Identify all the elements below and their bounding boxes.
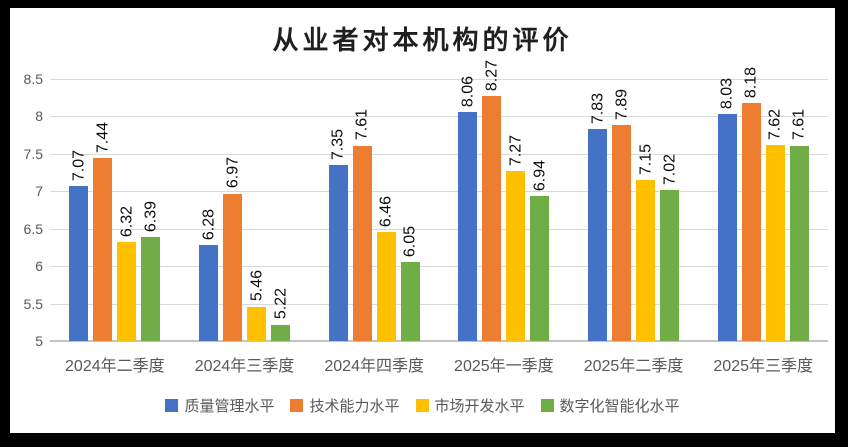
bar-value-label: 5.22 bbox=[272, 288, 289, 320]
grid-line bbox=[50, 116, 828, 118]
legend-item: 市场开发水平 bbox=[415, 395, 525, 416]
bar: 7.61 bbox=[352, 109, 372, 341]
x-axis-labels: 2024年二季度 2024年三季度 2024年四季度 2025年一季度 2025年二季度… bbox=[50, 352, 828, 376]
x-axis-label: 2025年二季度 bbox=[583, 358, 684, 375]
bar-value-label: 6.94 bbox=[531, 159, 549, 191]
bar: 6.05 bbox=[400, 226, 420, 341]
bar: 6.32 bbox=[117, 206, 137, 341]
legend-swatch bbox=[290, 399, 304, 412]
bar: 8.18 bbox=[741, 67, 761, 341]
bar: 6.94 bbox=[530, 160, 550, 341]
bar: 7.44 bbox=[93, 122, 113, 341]
bar-value-label: 7.02 bbox=[661, 153, 679, 185]
grid-line bbox=[50, 191, 828, 193]
x-axis-line bbox=[50, 340, 828, 342]
bar: 6.97 bbox=[223, 157, 242, 341]
bar: 7.83 bbox=[588, 93, 608, 341]
bar: 7.02 bbox=[660, 154, 680, 341]
legend-label: 市场开发水平 bbox=[434, 398, 525, 415]
bar-value-label: 6.97 bbox=[224, 157, 241, 189]
y-tick-label: 7.5 bbox=[23, 145, 43, 162]
legend-label: 质量管理水平 bbox=[184, 398, 275, 415]
bar-value-label: 7.15 bbox=[637, 143, 655, 176]
grid-line bbox=[50, 266, 828, 268]
bar-group: 8.03 8.18 7.62 7.61 bbox=[698, 67, 828, 341]
bar-value-label: 8.06 bbox=[459, 75, 477, 107]
plot-area: 7.07 7.44 6.32 6.39 6.28 6.97 5.46 5.22 7.35 7.61… bbox=[24, 60, 828, 349]
legend-item: 质量管理水平 bbox=[165, 395, 274, 416]
bar-group: 7.07 7.44 6.32 6.39 bbox=[50, 79, 180, 341]
bar-group: 6.28 6.97 5.46 5.22 bbox=[180, 79, 310, 341]
bar: 6.46 bbox=[376, 196, 396, 341]
y-tick-label: 8.5 bbox=[23, 71, 43, 87]
y-tick-label: 6.5 bbox=[23, 220, 43, 237]
bar-group: 8.06 8.27 7.27 6.94 bbox=[439, 60, 569, 341]
bar: 5.46 bbox=[247, 270, 266, 341]
bar-value-label: 8.27 bbox=[483, 60, 501, 92]
bar: 7.62 bbox=[765, 109, 785, 341]
bar: 5.22 bbox=[271, 288, 290, 341]
bar-value-label: 7.61 bbox=[353, 109, 371, 141]
x-axis-label: 2024年三季度 bbox=[194, 358, 295, 375]
x-axis-label: 2024年二季度 bbox=[65, 358, 165, 375]
bar-chart: 从业者对本机构的评价 7.07 7.44 6.32 6.39 6.28 6.97 5.46 5… bbox=[10, 8, 835, 433]
bar-value-label: 5.46 bbox=[248, 270, 265, 302]
x-axis-label: 2025年三季度 bbox=[713, 358, 813, 375]
bar: 7.89 bbox=[612, 89, 632, 341]
bar: 7.35 bbox=[328, 129, 348, 341]
bar-value-label: 8.03 bbox=[718, 78, 736, 110]
bar-value-label: 8.18 bbox=[742, 66, 760, 98]
bar-value-label: 7.62 bbox=[766, 108, 784, 140]
grid-line bbox=[50, 228, 828, 230]
y-tick-label: 6 bbox=[35, 258, 43, 275]
bar: 7.15 bbox=[636, 144, 656, 341]
bar-value-label: 7.35 bbox=[329, 128, 347, 161]
bar-value-label: 7.27 bbox=[507, 134, 525, 167]
bar: 6.39 bbox=[141, 201, 161, 341]
bar-value-label: 6.05 bbox=[401, 226, 419, 258]
bar-value-label: 6.46 bbox=[377, 195, 395, 227]
legend-swatch bbox=[540, 399, 554, 412]
bar: 8.03 bbox=[717, 78, 737, 341]
chart-title: 从业者对本机构的评价 bbox=[272, 26, 573, 55]
bar-value-label: 6.32 bbox=[118, 206, 136, 238]
bar: 7.61 bbox=[789, 109, 809, 341]
legend-item: 技术能力水平 bbox=[290, 395, 400, 416]
bar-value-label: 6.39 bbox=[142, 200, 160, 232]
bar-value-label: 7.83 bbox=[589, 93, 607, 125]
y-tick-label: 7 bbox=[35, 183, 43, 200]
bar-groups: 7.07 7.44 6.32 6.39 6.28 6.97 5.46 5.22 7.35 7.61… bbox=[50, 60, 828, 341]
bar: 8.06 bbox=[458, 76, 478, 341]
y-tick-label: 5 bbox=[35, 333, 43, 349]
bar-value-label: 7.07 bbox=[70, 149, 88, 182]
bar: 8.27 bbox=[482, 60, 502, 341]
legend-item: 数字化智能化水平 bbox=[540, 395, 680, 416]
legend: 质量管理水平 技术能力水平 市场开发水平 数字化智能化水平 bbox=[10, 395, 835, 416]
legend-label: 技术能力水平 bbox=[309, 398, 400, 415]
bar: 6.28 bbox=[199, 209, 218, 341]
grid-line bbox=[50, 153, 828, 155]
legend-label: 数字化智能化水平 bbox=[559, 398, 680, 415]
bar: 7.27 bbox=[506, 135, 526, 341]
grid-line bbox=[50, 303, 828, 305]
bar-value-label: 7.44 bbox=[94, 122, 112, 154]
bar-group: 7.83 7.89 7.15 7.02 bbox=[569, 79, 699, 341]
x-axis-label: 2024年四季度 bbox=[324, 358, 424, 375]
legend-swatch bbox=[165, 399, 179, 412]
x-axis-label: 2025年一季度 bbox=[454, 358, 554, 375]
y-tick-label: 5.5 bbox=[23, 295, 43, 312]
bar-value-label: 7.89 bbox=[613, 88, 631, 120]
bar-group: 7.35 7.61 6.46 6.05 bbox=[309, 79, 439, 341]
grid-line bbox=[50, 79, 828, 80]
bar: 7.07 bbox=[69, 150, 89, 341]
bar-value-label: 7.61 bbox=[790, 109, 808, 141]
y-tick-label: 8 bbox=[35, 108, 43, 125]
bar-value-label: 6.28 bbox=[200, 209, 217, 241]
legend-swatch bbox=[415, 399, 429, 412]
